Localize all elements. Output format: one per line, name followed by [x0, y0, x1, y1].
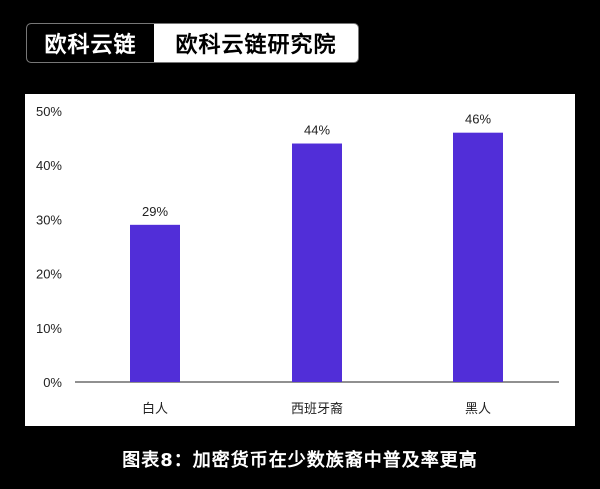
- institute-name: 欧科云链研究院: [175, 33, 337, 58]
- x-tick-label: 黑人: [465, 402, 491, 417]
- brand-logo-text: 欧科云链: [27, 24, 154, 62]
- y-tick-label: 30%: [36, 212, 62, 227]
- chart-caption: 图表8：加密货币在少数族裔中普及率更高: [122, 450, 478, 471]
- y-tick-label: 20%: [36, 267, 62, 282]
- y-tick-label: 10%: [36, 321, 62, 336]
- y-tick-label: 40%: [36, 158, 62, 173]
- data-label: 46%: [465, 112, 491, 127]
- y-tick-label: 0%: [43, 375, 62, 390]
- data-label: 29%: [142, 204, 168, 219]
- bar: [453, 132, 503, 382]
- y-tick-label: 50%: [36, 104, 62, 119]
- x-tick-label: 白人: [142, 401, 168, 417]
- brand-banner: 欧科云链 欧科云链研究院: [26, 23, 359, 63]
- data-label: 44%: [304, 123, 330, 138]
- bar: [292, 143, 342, 382]
- bar: [130, 224, 180, 382]
- x-tick-label: 西班牙裔: [291, 401, 343, 417]
